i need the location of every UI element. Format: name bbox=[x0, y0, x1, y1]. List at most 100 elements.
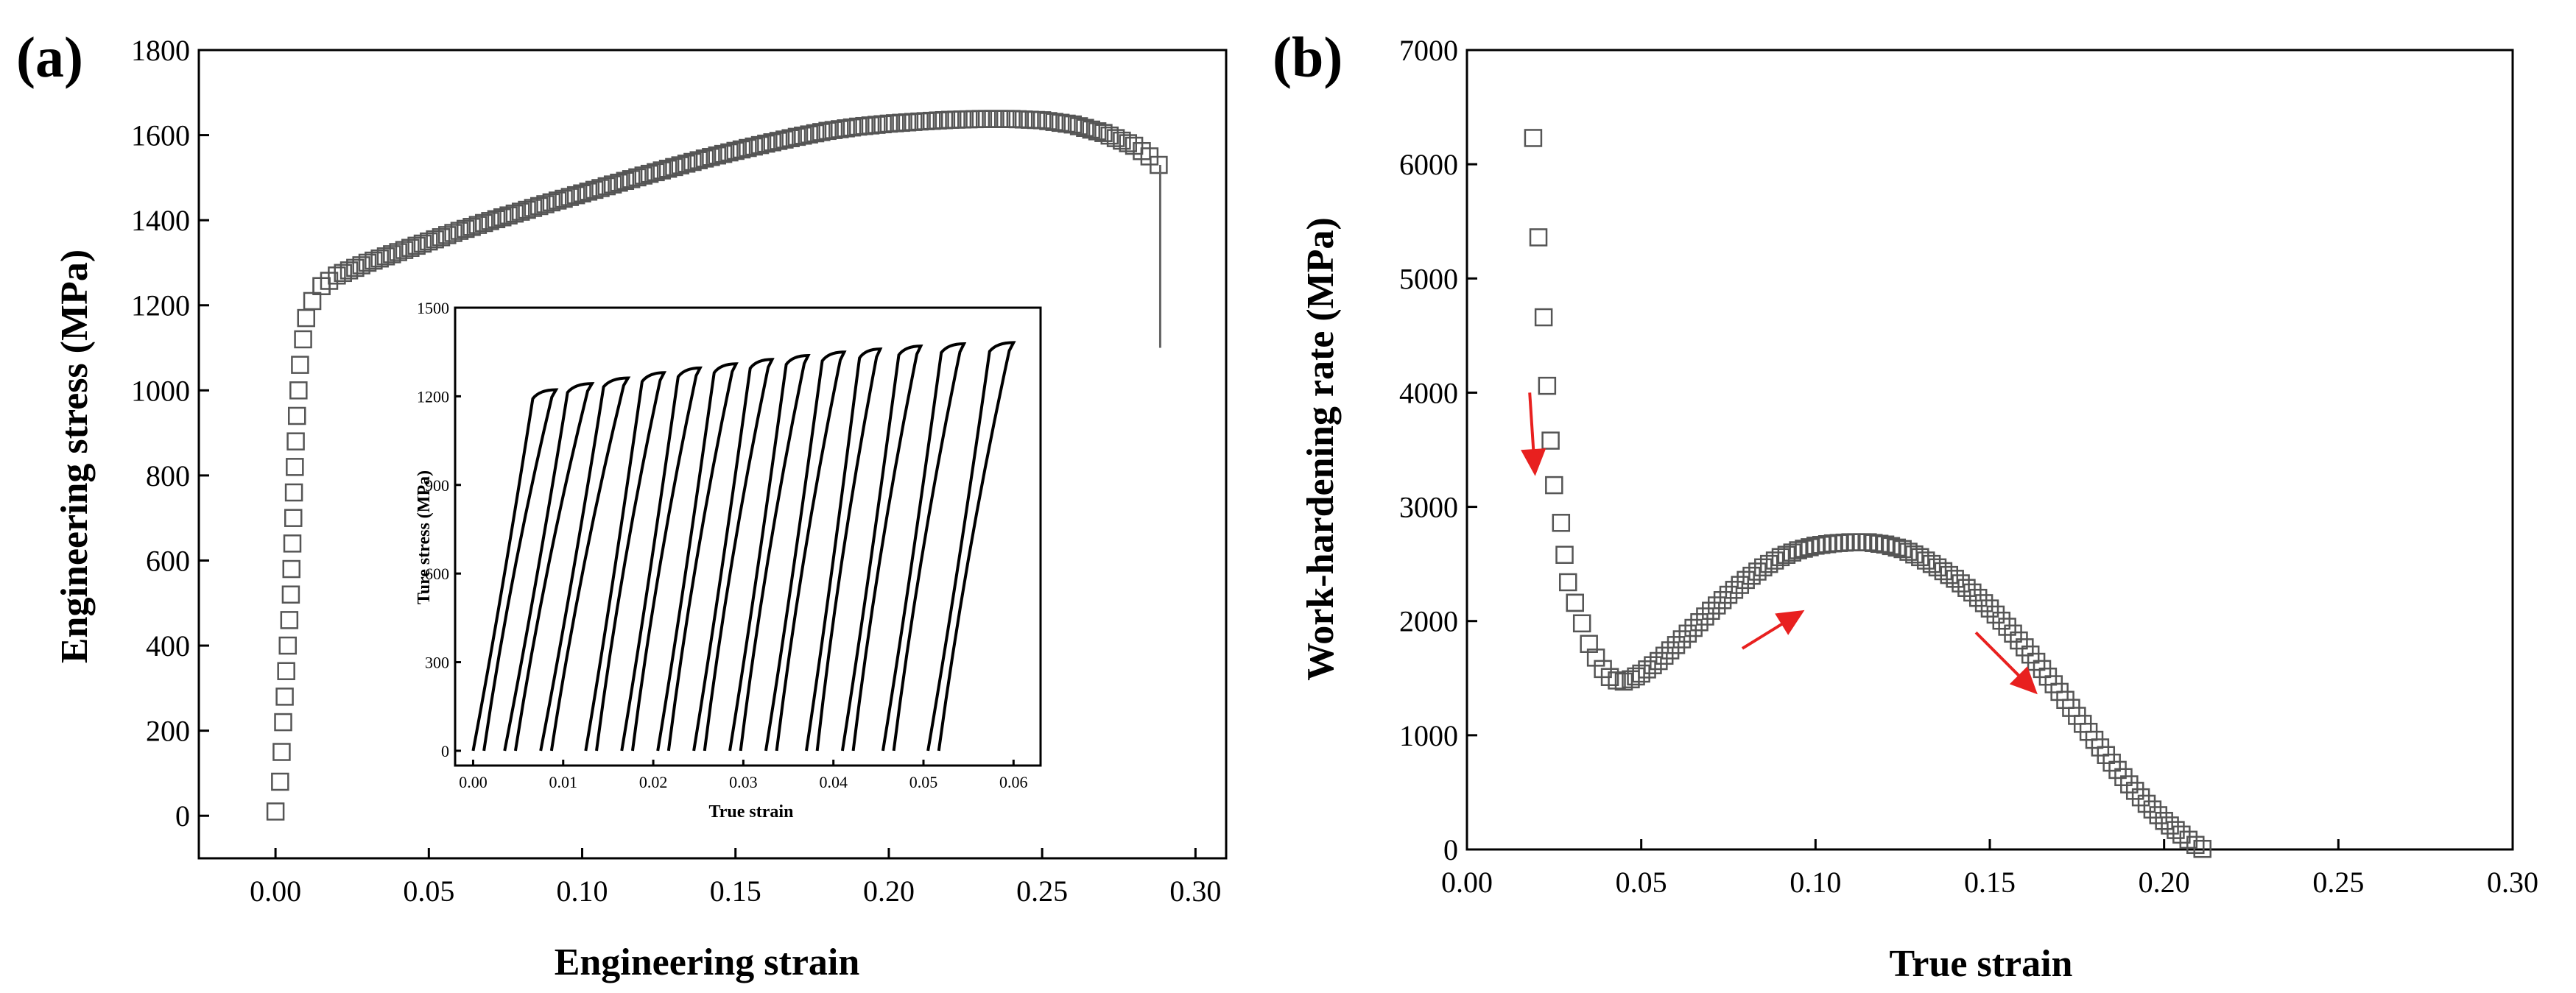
panel-b-data-point bbox=[1655, 646, 1674, 665]
panel-a-y-tick-label: 800 bbox=[146, 459, 190, 492]
panel-a-data-point bbox=[910, 112, 929, 131]
panel-a-data-point bbox=[566, 185, 585, 205]
inset-y-tick-label: 300 bbox=[425, 654, 449, 672]
inset-loading-cycle bbox=[805, 347, 883, 752]
panel-a-data-point bbox=[1076, 119, 1094, 138]
panel-b-data-point bbox=[1713, 591, 1732, 609]
panel-b-x-tick-label: 0.20 bbox=[2139, 866, 2190, 899]
panel-a-plot-frame bbox=[197, 49, 1228, 860]
inset-loading-cycle bbox=[728, 354, 811, 752]
panel-a-data-point bbox=[892, 113, 910, 132]
panel-b-data-point bbox=[1566, 593, 1584, 612]
panel-b-trend-arrows bbox=[1521, 392, 2038, 695]
panel-a-data-point bbox=[947, 110, 965, 129]
panel-b-arrow-head bbox=[2009, 666, 2038, 695]
panel-a-x-tick-label: 0.00 bbox=[250, 874, 301, 908]
panel-a-data-point bbox=[457, 219, 475, 238]
panel-a-data-point bbox=[389, 243, 407, 261]
panel-a-data-point bbox=[280, 611, 299, 629]
panel-b-y-axis-title: Work-hardening rate (MPa) bbox=[1300, 217, 1342, 681]
panel-a-data-point bbox=[365, 251, 383, 270]
panel-a-data-series bbox=[266, 110, 1168, 821]
panel-a-data-point bbox=[291, 356, 309, 374]
panel-a-data-point bbox=[487, 210, 506, 229]
panel-b-data-point bbox=[1992, 611, 2011, 630]
panel-a-data-point bbox=[450, 222, 469, 240]
panel-b-label: (b) bbox=[1273, 25, 1342, 89]
panel-a-data-point bbox=[935, 110, 954, 130]
panel-a-data-point bbox=[610, 173, 628, 192]
panel-b-data-point bbox=[1882, 537, 1901, 556]
inset-x-tick-label: 0.06 bbox=[999, 773, 1028, 791]
panel-b-data-point bbox=[1783, 543, 1802, 562]
panel-a-data-point bbox=[370, 249, 389, 268]
panel-b-data-point bbox=[1538, 376, 1557, 395]
panel-a-data-point bbox=[286, 432, 305, 450]
panel-a-data-point bbox=[916, 112, 935, 130]
panel-a-data-point bbox=[971, 110, 990, 128]
panel-a-data-point bbox=[275, 688, 294, 706]
panel-a-data-point bbox=[413, 234, 432, 253]
panel-a-data-point bbox=[475, 213, 493, 233]
panel-a-data-point bbox=[953, 110, 972, 129]
panel-b-data-point bbox=[2155, 811, 2173, 830]
panel-b-data-point bbox=[1731, 576, 1750, 594]
panel-b-data-point bbox=[2149, 806, 2168, 824]
panel-b-x-axis-title: True strain bbox=[1890, 943, 2073, 985]
panel-b-y-tick-label: 1000 bbox=[1399, 719, 1458, 752]
inset-x-tick-label: 0.03 bbox=[729, 773, 758, 791]
panel-b-data-point bbox=[1847, 533, 1865, 551]
panel-a-data-point bbox=[714, 144, 733, 163]
panel-b-data-point bbox=[1841, 533, 1859, 551]
panel-a-y-tick-label: 1400 bbox=[131, 204, 190, 237]
panel-a-data-point bbox=[959, 110, 978, 129]
panel-a-data-point bbox=[977, 110, 996, 128]
panel-b-data-series bbox=[1524, 129, 2211, 858]
panel-a-data-point bbox=[695, 149, 714, 168]
panel-b-data-point bbox=[1754, 558, 1773, 577]
panel-a-data-point bbox=[289, 381, 308, 400]
panel-a-data-point bbox=[438, 226, 457, 244]
panel-b-y-axis-ticks: 0 1000 2000 3000 4000 5000 6000 7000 bbox=[1399, 34, 1477, 866]
panel-a-data-point bbox=[647, 163, 665, 182]
panel-a-x-tick-label: 0.25 bbox=[1016, 874, 1068, 908]
panel-a-data-point bbox=[640, 164, 659, 183]
panel-a-y-tick-label: 0 bbox=[175, 799, 190, 833]
panel-a-data-point bbox=[720, 143, 739, 162]
inset-loading-cycle bbox=[926, 341, 1016, 752]
panel-a-data-point bbox=[922, 111, 941, 130]
panel-a-data-point bbox=[395, 241, 414, 259]
panel-a-data-point bbox=[763, 133, 781, 152]
panel-b-data-point bbox=[1957, 579, 1976, 597]
panel-b-data-point bbox=[2010, 631, 2028, 650]
panel-b-data-point bbox=[1572, 614, 1591, 633]
panel-b-data-point bbox=[1905, 545, 1924, 564]
panel-a-data-point bbox=[886, 114, 904, 132]
panel-a-data-point bbox=[376, 247, 395, 266]
panel-b-data-point bbox=[1600, 668, 1619, 686]
panel-b-arrow-shaft bbox=[1741, 622, 1784, 650]
panel-a-data-point bbox=[671, 156, 690, 174]
panel-b-data-point bbox=[2172, 825, 2191, 844]
panel-b-data-point bbox=[1534, 308, 1553, 327]
panel-b-data-point bbox=[1986, 605, 2005, 624]
inset-loading-cycle bbox=[764, 350, 847, 752]
panel-a-x-tick-label: 0.20 bbox=[863, 874, 915, 908]
panel-a-y-tick-label: 400 bbox=[146, 629, 190, 662]
panel-b-data-point bbox=[1622, 670, 1640, 689]
panel-a-data-point bbox=[493, 208, 512, 227]
panel-a-data-point bbox=[536, 195, 555, 213]
inset-loading-cycle bbox=[656, 362, 739, 752]
panel-a-data-point bbox=[868, 116, 886, 134]
panel-b-data-point bbox=[1916, 551, 1935, 570]
panel-b-data-point bbox=[1899, 543, 1918, 561]
panel-a-data-point bbox=[274, 713, 292, 732]
panel-a-data-point bbox=[1008, 110, 1027, 129]
panel-b-data-point bbox=[1541, 431, 1560, 450]
panel-b-data-point bbox=[1835, 533, 1854, 552]
panel-b-data-point bbox=[1719, 585, 1738, 604]
panel-a-data-point bbox=[1100, 126, 1119, 145]
inset-x-tick-label: 0.04 bbox=[819, 773, 848, 791]
